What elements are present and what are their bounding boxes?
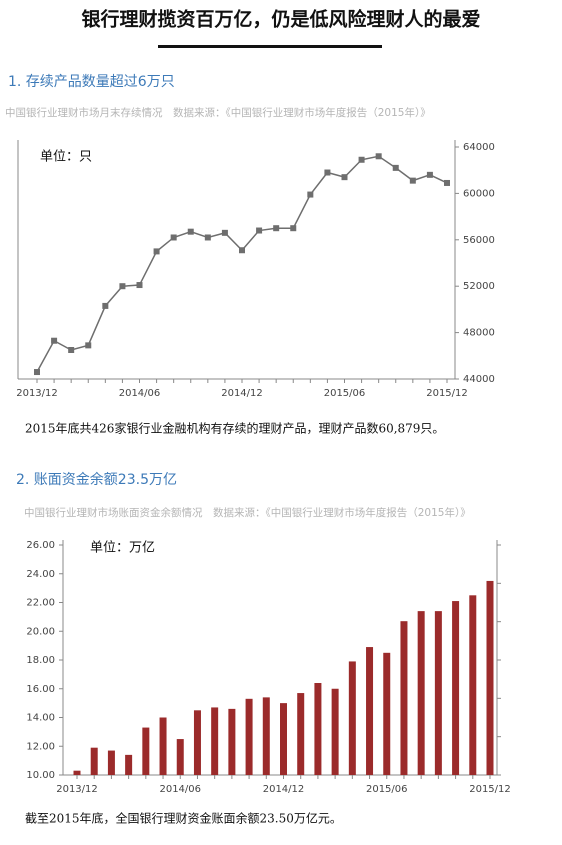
point [375,153,382,160]
point [239,247,245,254]
title-underline [158,45,382,48]
y-tick-label: 64000 [463,142,495,153]
point [68,347,75,353]
chart-note: 截至2015年底，全国银行理财资金账面余额23.50万亿元。 [25,811,342,826]
point [358,156,365,163]
point [34,369,40,376]
bar [280,703,287,775]
point [221,229,228,236]
y-tick-label: 52000 [463,281,495,292]
section-heading: 1. 存续产品数量超过6万只 [8,73,175,90]
bar [452,601,460,775]
x-tick-label: 2015/06 [366,784,408,795]
bar [262,697,270,775]
bar [486,580,494,775]
bar [90,747,98,775]
y-tick-label: 60000 [463,188,495,199]
bar [383,652,391,775]
point [51,337,58,344]
point [170,234,177,241]
bar [176,739,184,775]
bar [417,611,425,775]
y-tick-label: 56000 [463,235,495,246]
x-tick-label: 2013/12 [56,784,98,795]
point [392,164,399,171]
section-heading: 2. 账面资金余额23.5万亿 [16,471,177,488]
source-line: 中国银行业理财市场账面资金余额情况 数据来源：《中国银行业理财市场年度报告（20… [24,506,471,519]
point [341,174,348,181]
page-title: 银行理财揽资百万亿，仍是低风险理财人的最爱 [81,8,480,31]
x-tick-label: 2014/12 [221,388,263,399]
point [409,177,416,184]
bar [434,611,442,775]
point [85,342,92,349]
bar [314,683,322,775]
point [290,225,297,232]
x-tick-label: 2014/06 [119,388,161,399]
point [102,302,109,309]
bar [193,710,201,775]
source-line: 中国银行业理财市场月末存续情况 数据来源：《中国银行业理财市场年度报告（2015… [5,106,431,119]
bar [348,661,356,775]
y-tick-label: 16.00 [26,684,55,695]
point [187,228,194,235]
bar [142,727,150,775]
x-tick-label: 2013/12 [16,388,58,399]
y-tick-label: 12.00 [26,741,55,752]
point [324,169,331,176]
y-tick-label: 44000 [463,374,495,385]
point [273,225,280,232]
y-tick-label: 48000 [463,328,495,339]
y-tick-label: 24.00 [26,569,55,580]
chart-note: 2015年底共426家银行业金融机构有存续的理财产品，理财产品数60,879只。 [25,421,444,436]
x-tick-label: 2014/12 [263,784,305,795]
y-tick-label: 14.00 [26,713,55,724]
point [444,179,450,186]
point [426,171,433,178]
bar [211,707,219,775]
bar [400,621,408,775]
line [36,155,448,373]
y-tick-label: 20.00 [26,626,55,637]
x-tick-label: 2015/12 [469,784,511,795]
bar [245,698,253,775]
point [153,248,160,255]
x-tick-label: 2015/12 [426,388,468,399]
x-tick-label: 2014/06 [159,784,201,795]
y-tick-label: 26.00 [26,540,55,551]
y-tick-label: 18.00 [26,655,55,666]
unit-label: 单位：只 [40,150,92,165]
bar [107,750,115,775]
unit-label: 单位：万亿 [90,541,155,556]
bar [469,595,477,775]
point [136,282,143,289]
point [256,227,263,234]
bar [159,717,167,775]
bar [125,754,133,775]
y-tick-label: 22.00 [26,598,55,609]
bar [73,770,81,775]
bar [331,688,339,775]
point [119,283,126,290]
point [307,191,314,198]
bar [366,647,374,775]
x-tick-label: 2015/06 [324,388,366,399]
bar [228,708,236,775]
y-tick-label: 10.00 [26,770,55,781]
bar [297,693,305,775]
point [204,234,211,241]
